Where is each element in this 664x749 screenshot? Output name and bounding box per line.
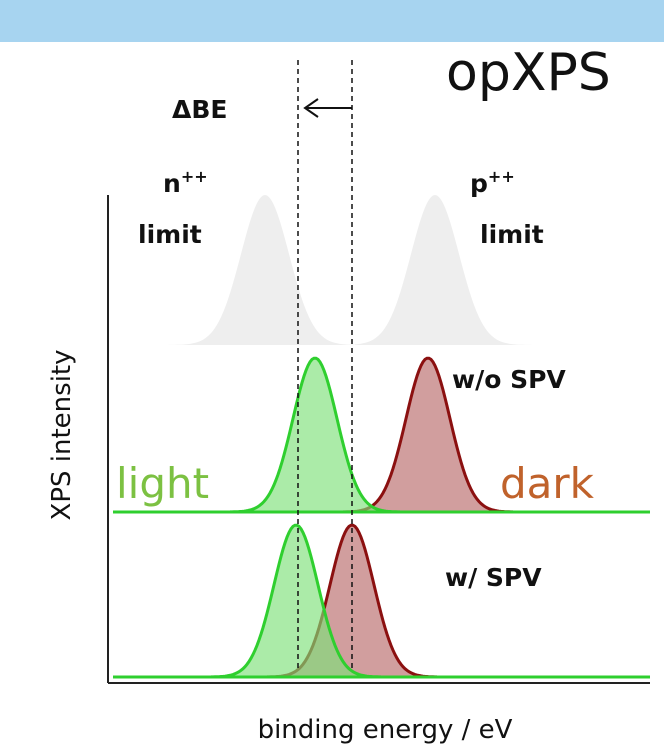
peak-fill	[211, 525, 381, 677]
peak-line	[211, 523, 381, 679]
n-sup: ++	[181, 167, 208, 186]
arrow-head	[303, 98, 319, 118]
peak-line	[230, 356, 400, 514]
top-band	[0, 0, 664, 42]
peak-fill	[230, 358, 400, 512]
p-sup: ++	[488, 167, 515, 186]
limit-peak	[355, 195, 650, 345]
legend-dark: dark	[500, 459, 595, 508]
n-base: n	[163, 169, 181, 198]
panel-label: w/o SPV	[452, 365, 566, 394]
n-limit: n++	[163, 167, 208, 198]
limit-peak	[115, 195, 355, 345]
n-limit-line2: limit	[138, 220, 202, 249]
curves	[113, 195, 650, 679]
panel-label: w/ SPV	[445, 563, 542, 592]
p-limit: p++	[470, 167, 515, 198]
delta-label: ΔBE	[172, 95, 227, 124]
p-base: p	[470, 169, 488, 198]
p-limit-line2: limit	[480, 220, 544, 249]
title: opXPS	[446, 43, 611, 103]
legend-light: light	[116, 459, 209, 508]
peak-fill	[343, 358, 513, 512]
y-axis-label: XPS intensity	[47, 350, 77, 521]
x-axis-label: binding energy / eV	[258, 715, 513, 745]
